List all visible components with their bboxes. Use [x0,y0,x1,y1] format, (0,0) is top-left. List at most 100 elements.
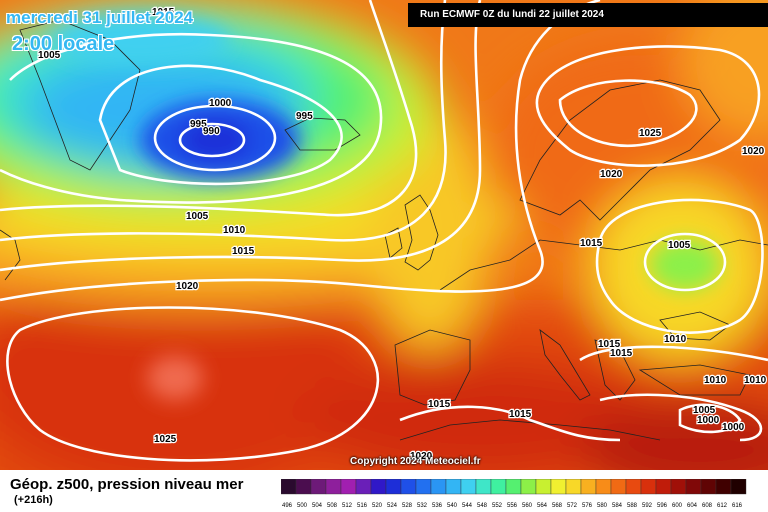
legend-label: 512 [342,503,353,509]
forecast-offset: (+216h) [14,494,53,506]
legend-swatch [385,479,402,495]
pressure-label: 1020 [410,451,433,462]
legend-swatch [580,479,597,495]
map-title: Géop. z500, pression niveau mer [10,476,244,493]
forecast-time: 2:00 locale [12,33,115,55]
legend-label: 588 [627,503,638,509]
isobar [579,345,768,362]
pressure-label: 1015 [509,409,532,420]
legend-label: 524 [387,503,398,509]
legend-label: 600 [672,503,683,509]
pressure-label: 990 [203,126,220,137]
legend-label: 528 [402,503,413,509]
legend-swatch [400,479,417,495]
pressure-label: 1015 [428,399,451,410]
pressure-label: 995 [296,111,313,122]
legend-swatch [565,479,582,495]
pressure-label: 1015 [580,238,603,249]
legend-label: 576 [582,503,593,509]
isobar [98,64,343,186]
isobar [599,393,763,442]
run-info: Run ECMWF 0Z du lundi 22 juillet 2024 [408,3,768,27]
legend-swatch [281,479,297,495]
legend-label: 584 [612,503,623,509]
pressure-label: 1010 [664,334,687,345]
legend-label: 532 [417,503,428,509]
isobar [178,122,246,158]
isobar [0,0,601,302]
legend-swatch [550,479,567,495]
legend-label: 496 [282,503,293,509]
pressure-label: 1005 [693,405,716,416]
isobar [153,104,277,172]
pressure-label: 1020 [176,281,199,292]
legend-label: 592 [642,503,653,509]
legend-label: 556 [507,503,518,509]
pressure-label: 1005 [186,211,209,222]
legend-swatch [715,479,732,495]
legend-swatch [655,479,672,495]
pressure-label: 1000 [697,415,720,426]
legend-label: 580 [597,503,608,509]
legend-swatch [490,479,507,495]
pressure-label: 1020 [600,169,623,180]
pressure-label: 1015 [610,348,633,359]
isobar [6,306,380,462]
isobar [595,198,764,334]
forecast-map: 1015 1005 995 990 1000 995 1005 1010 101… [0,0,768,470]
copyright: Copyright 2024 Meteociel.fr [350,456,481,467]
legend-label: 616 [732,503,743,509]
pressure-label: 1015 [598,339,621,350]
legend-swatch [730,479,747,495]
isobar [0,0,418,217]
isobar [558,79,698,148]
pressure-label: 1005 [668,240,691,251]
legend-swatch [700,479,717,495]
legend-swatch [625,479,642,495]
pressure-label: 1010 [704,375,727,386]
legend-label: 560 [522,503,533,509]
legend-swatch [445,479,462,495]
pressure-label: 1015 [232,246,255,257]
color-legend: 496 500 504 508 512 516 520 524 528 532 536 540 544 5… [281,479,747,509]
legend-swatch [355,479,372,495]
legend-swatch [370,479,387,495]
pressure-label: 1010 [744,375,767,386]
legend-swatch [685,479,702,495]
legend-swatch [520,479,537,495]
legend-swatch [430,479,447,495]
legend-label: 572 [567,503,578,509]
isobar [643,232,727,292]
pressure-label: 1000 [722,422,745,433]
pressure-label: 995 [190,119,207,130]
pressure-labels: 1015 1005 995 990 1000 995 1005 1010 101… [37,6,768,464]
legend-swatch [610,479,627,495]
legend-swatch [670,479,687,495]
coastlines [0,19,768,441]
legend-label: 596 [657,503,668,509]
isobar [678,403,742,434]
isobar [0,32,383,204]
legend-swatch [535,479,552,495]
legend-label: 604 [687,503,698,509]
legend-label: 516 [357,503,368,509]
legend-label: 568 [552,503,563,509]
pressure-label: 1000 [209,98,232,109]
legend-label: 544 [462,503,473,509]
isobars [0,0,768,462]
forecast-date: mercredi 31 juillet 2024 [6,8,194,27]
isobar [0,0,447,242]
legend-swatch [415,479,432,495]
legend-label: 564 [537,503,548,509]
isobar [399,405,621,442]
pressure-label: 1010 [223,225,246,236]
legend-label: 520 [372,503,383,509]
legend-label: 540 [447,503,458,509]
legend-swatch [310,479,327,495]
pressure-label: 1015 [152,7,175,18]
legend-label: 608 [702,503,713,509]
isobar [535,45,761,167]
pressure-label: 1005 [38,50,61,61]
pressure-label: 1025 [154,434,177,445]
legend-label: 612 [717,503,728,509]
